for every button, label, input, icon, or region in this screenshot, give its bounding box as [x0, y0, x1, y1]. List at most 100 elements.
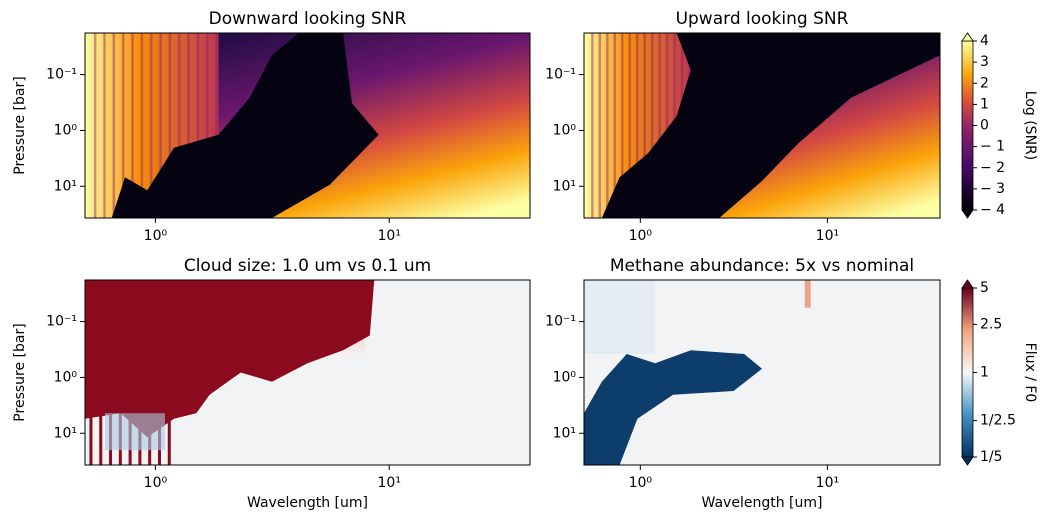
y-tick-label: 10⁰: [54, 369, 78, 385]
colorbar-tick-label: 0: [980, 118, 989, 134]
x-tick-label: 10¹: [816, 228, 839, 244]
heat-stripe: [643, 33, 646, 218]
heat-stripe: [99, 280, 103, 465]
frame: [84, 279, 531, 466]
heat-stripe: [168, 33, 172, 218]
heat-stripe: [187, 33, 190, 218]
y-tick-label: 10⁰: [54, 122, 78, 138]
heat-stripe: [138, 280, 142, 465]
y-tick-label: 10¹: [553, 425, 576, 441]
colorbar: [961, 287, 974, 458]
heat-stripe: [591, 33, 594, 218]
heat-low: [111, 33, 379, 218]
colorbar-extend: [961, 456, 974, 466]
heat-stripe: [178, 33, 181, 218]
heat-stripe: [93, 33, 97, 218]
colorbar-extend: [961, 279, 974, 289]
x-tick-label: 10¹: [816, 475, 839, 491]
panel-title: Downward looking SNR: [209, 9, 407, 29]
colorbar: [961, 40, 974, 211]
colorbar-tick-label: − 1: [980, 139, 1005, 155]
colorbar-tick-label: 2.5: [980, 316, 1002, 332]
heatmap: [584, 280, 940, 465]
colorbar-tick-label: 1: [980, 365, 989, 381]
heat-stripe: [157, 280, 161, 465]
heat-low: [584, 350, 762, 465]
heat-stripe: [140, 33, 144, 218]
colorbar-tick-label: − 2: [980, 160, 1005, 176]
colorbar-label: Log (SNR): [1022, 91, 1038, 160]
heat-stripe: [628, 33, 631, 218]
y-tick-label: 10⁰: [553, 122, 577, 138]
heat-stripe: [606, 33, 609, 218]
y-tick-label: 10¹: [54, 178, 77, 194]
y-tick-label: 10¹: [553, 178, 576, 194]
colorbar-tick-label: − 4: [980, 202, 1005, 218]
y-tick-label: 10⁻¹: [46, 67, 77, 83]
y-axis-label: Pressure [bar]: [12, 323, 28, 421]
heat-stripe: [121, 33, 125, 218]
y-tick-label: 10¹: [54, 425, 77, 441]
x-tick-label: 10⁰: [629, 228, 653, 244]
y-tick-label: 10⁻¹: [545, 314, 576, 330]
colorbar-tick-label: 4: [980, 33, 989, 49]
panel-title: Upward looking SNR: [676, 9, 849, 29]
heat-stripe: [598, 33, 602, 218]
x-tick-label: 10⁰: [144, 475, 168, 491]
heat-red: [804, 280, 811, 308]
colorbar-tick-label: − 3: [980, 181, 1005, 197]
colorbar-tick-label: 1/5: [980, 449, 1003, 465]
heat-stripe: [613, 33, 617, 218]
heat-stripe: [103, 33, 106, 218]
heat-stripe: [109, 280, 113, 465]
heatmap: [85, 33, 530, 218]
panel-title: Cloud size: 1.0 um vs 0.1 um: [184, 256, 431, 276]
colorbar-extend: [961, 32, 974, 42]
heat-stripe: [128, 280, 132, 465]
x-tick-label: 10⁰: [144, 228, 168, 244]
heat-stripe: [89, 280, 93, 465]
x-axis-label: Wavelength [um]: [702, 495, 823, 511]
y-tick-label: 10⁻¹: [545, 67, 576, 83]
heat-stripe: [167, 280, 171, 465]
y-tick-label: 10⁰: [553, 369, 577, 385]
y-axis-label: Pressure [bar]: [12, 76, 28, 174]
panel-title: Methane abundance: 5x vs nominal: [610, 256, 914, 276]
colorbar-tick-label: 3: [980, 54, 989, 70]
colorbar-extend: [961, 209, 974, 219]
x-tick-label: 10¹: [378, 228, 401, 244]
heat-stripe: [621, 33, 624, 218]
colorbar-label: Flux / F0: [1022, 343, 1038, 403]
heat-stripe: [635, 33, 639, 218]
frame: [583, 32, 941, 219]
colorbar-tick-label: 1/2.5: [980, 413, 1016, 429]
heat-stripe: [650, 33, 654, 218]
colorbar-tick-label: 2: [980, 75, 989, 91]
heat-stripe: [665, 33, 669, 218]
heat-stripe: [118, 280, 122, 465]
heat-stripe: [206, 33, 209, 218]
heat-stripe: [159, 33, 162, 218]
heatmap: [584, 33, 940, 218]
heat-stripe: [215, 33, 218, 218]
heat-stripe: [148, 280, 152, 465]
x-axis-label: Wavelength [um]: [247, 495, 368, 511]
heat-stripe: [112, 33, 116, 218]
x-tick-label: 10¹: [378, 475, 401, 491]
heat-faint: [584, 280, 656, 354]
heat-low: [601, 33, 940, 218]
frame: [84, 32, 531, 219]
heat-blue: [105, 413, 165, 451]
heatmap: [85, 280, 530, 465]
heat-stripe: [658, 33, 661, 218]
y-tick-label: 10⁻¹: [46, 314, 77, 330]
colorbar-tick-label: 1: [980, 96, 989, 112]
x-tick-label: 10⁰: [629, 475, 653, 491]
heat-high: [85, 280, 375, 438]
heat-stripe: [131, 33, 134, 218]
heat-stripe: [149, 33, 153, 218]
heat-stripe: [196, 33, 200, 218]
frame: [583, 279, 941, 466]
colorbar-tick-label: 5: [980, 280, 989, 296]
